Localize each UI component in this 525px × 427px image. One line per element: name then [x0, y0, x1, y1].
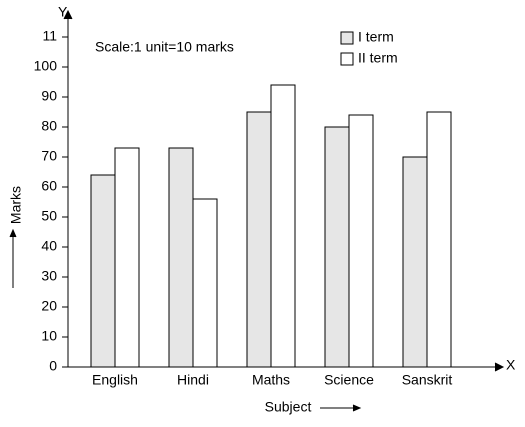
- y-tick-label: 30: [41, 268, 57, 284]
- bar: [324, 126, 350, 368]
- bar: [270, 84, 296, 368]
- x-tick-label: Hindi: [177, 372, 209, 388]
- bar: [246, 111, 272, 368]
- bar: [90, 174, 116, 368]
- x-axis-label: Subject: [265, 399, 312, 415]
- y-tick-label: 50: [41, 208, 57, 224]
- legend-label: I term: [358, 29, 394, 45]
- y-tick-label: 10: [41, 328, 57, 344]
- x-tick-label: Maths: [252, 372, 290, 388]
- y-tick-label: 80: [41, 118, 57, 134]
- y-tick-label: 90: [41, 88, 57, 104]
- x-tick-label: Sanskrit: [402, 372, 453, 388]
- legend-swatch: [340, 31, 354, 45]
- y-axis-letter: Y: [58, 4, 68, 20]
- y-tick-label: 100: [34, 58, 58, 74]
- legend-label: II term: [358, 50, 398, 66]
- bar: [114, 147, 140, 368]
- y-tick-label: 70: [41, 148, 57, 164]
- bar: [348, 114, 374, 368]
- x-tick-label: Science: [324, 372, 374, 388]
- y-tick-label: 60: [41, 178, 57, 194]
- y-tick-label: 20: [41, 298, 57, 314]
- y-tick-label: 11: [42, 28, 57, 44]
- legend-swatch: [340, 52, 354, 66]
- y-axis-label: Marks: [8, 186, 24, 224]
- y-tick-label: 0: [49, 358, 57, 374]
- bar: [168, 147, 194, 368]
- bar: [426, 111, 452, 368]
- y-axis-arrow: [63, 9, 73, 20]
- x-tick-label: English: [92, 372, 138, 388]
- bar: [192, 198, 218, 368]
- x-axis-arrow: [494, 362, 505, 372]
- bar: [402, 156, 428, 368]
- scale-note: Scale:1 unit=10 marks: [95, 39, 234, 55]
- y-tick-label: 40: [41, 238, 57, 254]
- label-arrows: [9, 228, 362, 412]
- x-axis-letter: X: [506, 357, 516, 373]
